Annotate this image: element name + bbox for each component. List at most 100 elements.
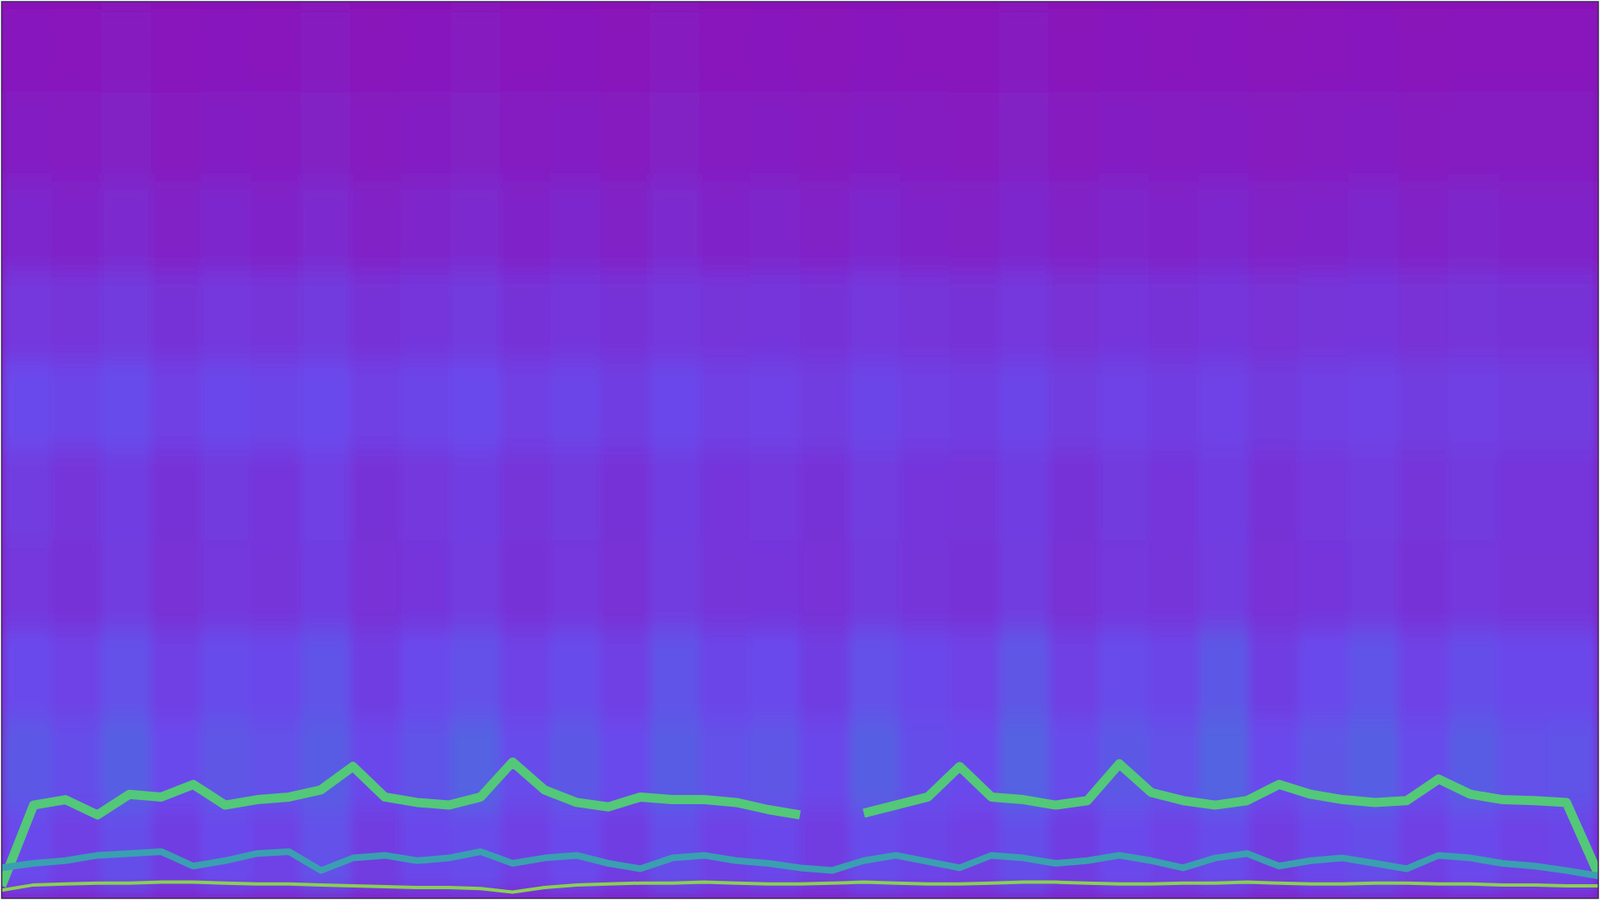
spectrogram-cell [300, 539, 352, 630]
plot-background [1, 1, 1599, 899]
spectrogram-cell [949, 360, 1000, 451]
spectrogram-cell [899, 629, 950, 720]
spectrogram-cell [1199, 360, 1250, 451]
spectrogram-cell [1498, 180, 1550, 272]
spectrogram-cell [1448, 90, 1500, 182]
spectrogram-cell [100, 90, 152, 182]
spectrogram-cell [200, 90, 252, 182]
spectrogram-cell [50, 270, 102, 361]
spectrogram-cell [750, 539, 801, 630]
spectrogram-cell [700, 90, 751, 182]
spectrogram-cell [1149, 90, 1200, 182]
spectrogram-cell [200, 629, 252, 720]
spectrogram-cell [899, 539, 950, 630]
spectrogram-cell [400, 629, 452, 720]
spectrogram-cell [1298, 180, 1350, 272]
spectrogram-cell [1099, 90, 1150, 182]
spectrogram-cell [650, 450, 701, 541]
spectrogram-cell [1049, 1, 1100, 92]
spectrogram-cell [1398, 90, 1450, 182]
spectrogram-cell [700, 539, 751, 630]
spectrogram-cell [1498, 90, 1550, 182]
spectrogram-cell [100, 539, 152, 630]
spectrogram-cell [650, 90, 701, 182]
spectrogram-cell [550, 90, 601, 182]
spectrogram-cell [350, 180, 402, 272]
spectrogram-cell [1199, 90, 1250, 182]
spectrogram-cell [600, 90, 651, 182]
spectrogram-cell [1, 718, 52, 810]
spectrogram-cell [1448, 180, 1500, 272]
spectrogram-cell [600, 450, 651, 541]
spectrogram-cell [1398, 718, 1450, 810]
spectrogram-cell [1248, 1, 1300, 92]
spectrogram-cell [1348, 539, 1400, 630]
spectrogram-cell [600, 270, 651, 361]
spectrogram-cell [1498, 1, 1550, 92]
spectrogram-cell [450, 629, 501, 720]
spectrogram-cell [849, 90, 900, 182]
spectrogram-cell [350, 270, 402, 361]
spectrogram-cell [1248, 450, 1300, 541]
spectrogram-cell [800, 1, 851, 92]
spectrogram-cell [800, 718, 851, 810]
spectrogram-cell [500, 90, 551, 182]
spectrogram-cell [1348, 450, 1400, 541]
spectrogram-cell [1199, 629, 1250, 720]
spectrogram-cell [600, 1, 651, 92]
spectrogram-cell [50, 539, 102, 630]
spectrogram-cell [150, 180, 202, 272]
spectrogram-cell [650, 270, 701, 361]
spectrogram-cell [400, 450, 452, 541]
spectrogram-cell [200, 450, 252, 541]
spectrogram-cell [1099, 270, 1150, 361]
spectrogram-cell [1498, 629, 1550, 720]
spectrogram-cell [750, 360, 801, 451]
spectrogram-cell [1049, 450, 1100, 541]
spectrogram-cell [849, 180, 900, 272]
spectrogram-cell [1099, 360, 1150, 451]
spectrogram-cell [1498, 450, 1550, 541]
spectrogram-cell [400, 808, 452, 899]
spectrogram-cell [200, 539, 252, 630]
spectrogram-cell [750, 450, 801, 541]
spectrogram-cell [750, 180, 801, 272]
spectrogram-cell [1448, 1, 1500, 92]
spectrogram-cell [250, 629, 302, 720]
spectrogram-cell [1548, 270, 1599, 361]
spectrogram-cell [250, 539, 302, 630]
spectrogram-cell [1548, 450, 1599, 541]
spectrogram-cell [800, 270, 851, 361]
spectrogram-cell [650, 1, 701, 92]
spectrogram-cell [800, 90, 851, 182]
spectrogram-cell [800, 539, 851, 630]
spectrogram-cell [1398, 1, 1450, 92]
spectrogram-cell [1, 270, 52, 361]
spectrogram-cell [1199, 180, 1250, 272]
spectrogram-cell [1448, 539, 1500, 630]
spectrogram-cell [300, 360, 352, 451]
spectrogram-cell [1049, 539, 1100, 630]
spectrogram-cell [50, 90, 102, 182]
spectrogram-cell [1248, 360, 1300, 451]
spectrogram-cell [200, 270, 252, 361]
spectrogram-cell [500, 270, 551, 361]
spectrogram-cell [700, 270, 751, 361]
spectrogram-cell [1149, 1, 1200, 92]
spectrogram-cell [750, 629, 801, 720]
spectrogram-cell [1099, 180, 1150, 272]
spectrogram-cell [250, 180, 302, 272]
spectrogram-cell [1298, 629, 1350, 720]
spectrogram-cell [1348, 629, 1400, 720]
spectrogram-cell [1548, 629, 1599, 720]
spectrogram-cell [1, 1, 52, 92]
spectrogram-cell [1398, 450, 1450, 541]
spectrogram-cell [700, 450, 751, 541]
spectrogram-cell [1548, 180, 1599, 272]
spectrogram-cell [1298, 270, 1350, 361]
spectrogram-cell [1448, 450, 1500, 541]
spectrogram-cell [1, 180, 52, 272]
spectrogram-cell [700, 1, 751, 92]
spectrogram-cell [800, 450, 851, 541]
spectrogram-cell [849, 629, 900, 720]
